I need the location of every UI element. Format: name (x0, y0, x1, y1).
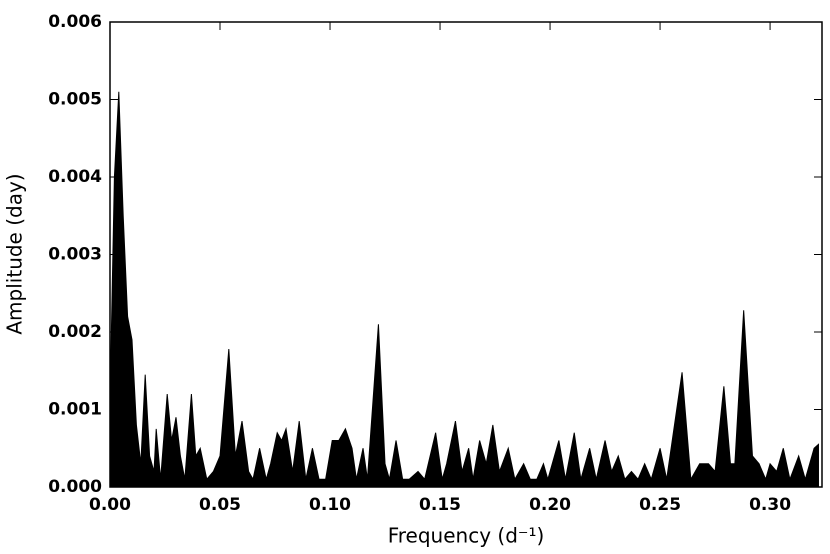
spectrum-area (109, 91, 819, 488)
x-tick-label: 0.10 (309, 495, 351, 515)
x-tick-label: 0.15 (419, 495, 461, 515)
y-axis-label: Amplitude (day) (3, 173, 27, 334)
y-tick-label: 0.004 (48, 167, 102, 187)
x-tick-label: 0.00 (89, 495, 131, 515)
x-tick-label: 0.05 (199, 495, 241, 515)
y-tick-label: 0.002 (48, 322, 102, 342)
y-tick-label: 0.000 (48, 477, 102, 497)
plot-frame (109, 21, 823, 488)
x-tick-label: 0.30 (749, 495, 791, 515)
y-tick-label: 0.006 (48, 12, 102, 32)
x-tick-label: 0.20 (529, 495, 571, 515)
y-tick-label: 0.005 (48, 90, 102, 110)
x-tick-label: 0.25 (639, 495, 681, 515)
y-tick-label: 0.001 (48, 400, 102, 420)
y-tick-label: 0.003 (48, 245, 102, 265)
x-axis-label: Frequency (d⁻¹) (388, 524, 545, 548)
